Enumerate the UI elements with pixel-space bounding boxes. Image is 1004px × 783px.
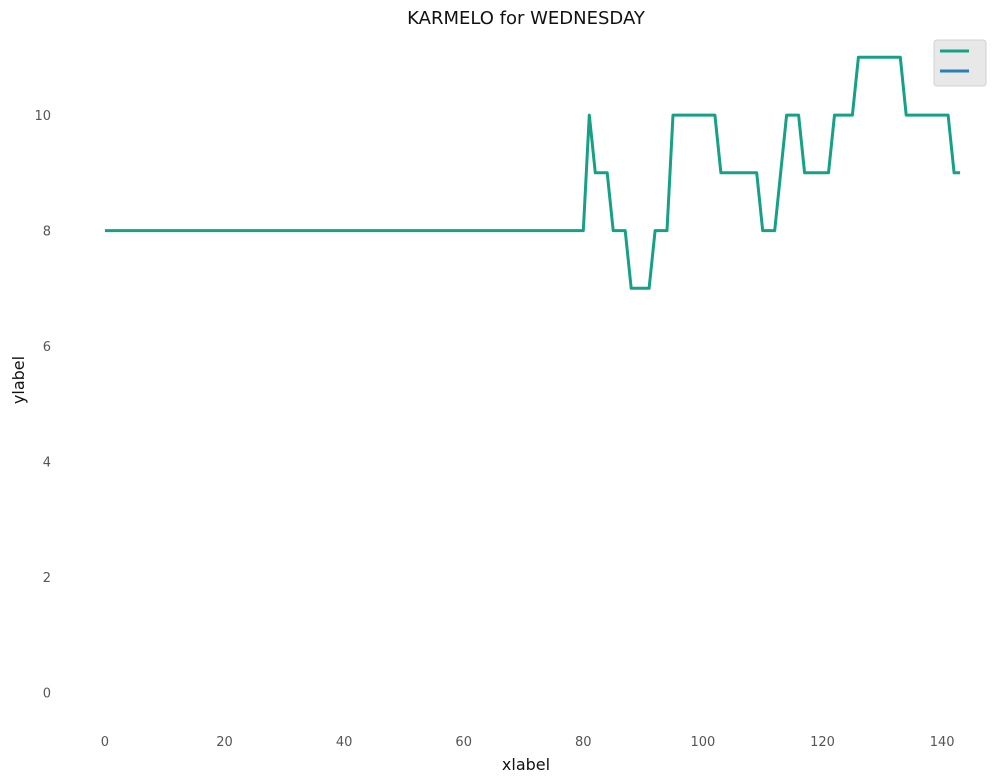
y-axis-ticks: 0 2 4 6 8 10	[34, 109, 51, 702]
y-tick-label: 10	[34, 109, 51, 124]
chart-title: KARMELO for WEDNESDAY	[407, 8, 646, 29]
y-tick-label: 8	[43, 225, 51, 240]
y-tick-label: 4	[43, 456, 51, 471]
x-tick-label: 80	[575, 735, 592, 750]
x-tick-label: 20	[216, 735, 233, 750]
y-tick-label: 0	[43, 687, 51, 702]
y-axis-title: ylabel	[9, 356, 28, 404]
x-tick-label: 40	[336, 735, 353, 750]
x-axis-title: xlabel	[502, 755, 550, 774]
legend-box	[933, 39, 987, 87]
x-axis-ticks: 0 20 40 60 80 100 120 140	[101, 735, 955, 750]
y-tick-label: 6	[43, 340, 51, 355]
x-tick-label: 100	[690, 735, 715, 750]
x-tick-label: 140	[930, 735, 955, 750]
legend	[933, 39, 987, 87]
series-line	[104, 55, 961, 290]
x-tick-label: 0	[101, 735, 109, 750]
x-tick-label: 120	[810, 735, 835, 750]
series-layer	[104, 55, 961, 290]
legend-entries	[940, 49, 969, 73]
x-tick-label: 60	[455, 735, 472, 750]
y-tick-label: 2	[43, 571, 51, 586]
